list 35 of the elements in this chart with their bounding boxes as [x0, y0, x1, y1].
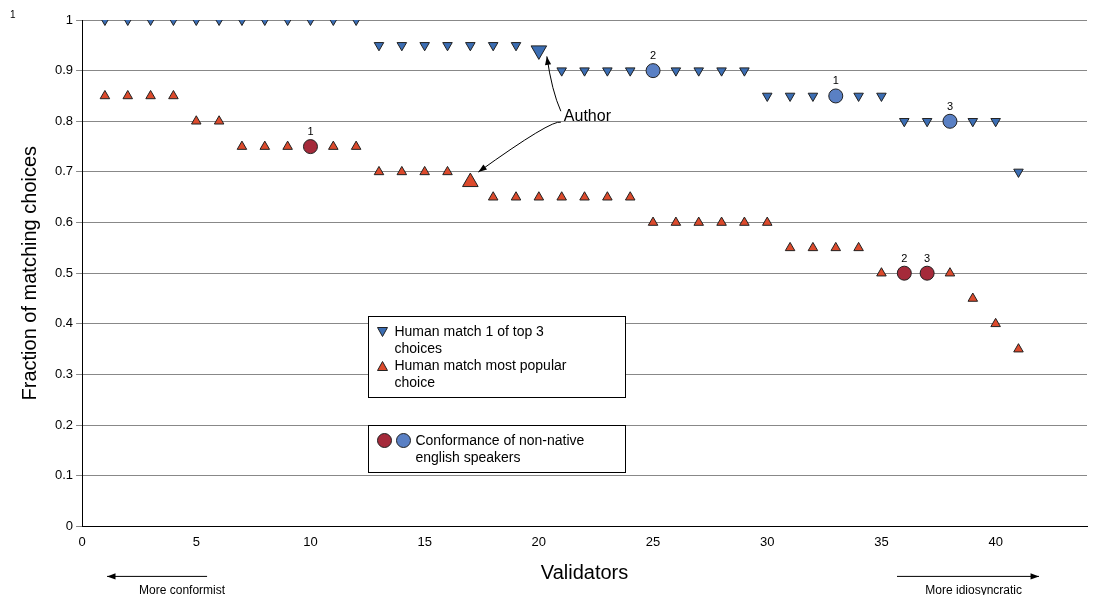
annotation: Author: [563, 106, 612, 124]
annotation: 2: [649, 49, 657, 62]
annotation: 3: [924, 251, 931, 264]
y-tick-label: 0.8: [54, 112, 74, 128]
x-tick-label: 0: [78, 533, 86, 549]
text: More conformist: [139, 582, 226, 597]
y-tick-label: 0.6: [54, 214, 74, 230]
y-tick-label: 0.2: [54, 416, 74, 432]
legend-label: Conformance of non-native english speakers: [415, 432, 586, 467]
y-tick-label: 0.4: [54, 315, 74, 331]
y-tick-label: 0.3: [54, 366, 74, 382]
x-tick-label: 15: [417, 533, 432, 549]
text: 1: [10, 8, 16, 20]
annotation: 1: [832, 74, 839, 87]
y-tick-label: 0.1: [54, 467, 74, 483]
y-tick-label: 1: [65, 11, 74, 27]
legend-label: Human match 1 of top 3 choices: [394, 323, 545, 358]
x-tick-label: 5: [192, 533, 200, 549]
y-axis-title: Fraction of matching choices: [17, 145, 40, 401]
annotation: 1: [307, 125, 314, 138]
x-tick-label: 30: [760, 533, 775, 549]
annotation: 2: [901, 251, 908, 264]
y-tick-label: 0: [65, 517, 74, 533]
x-tick-label: 20: [531, 533, 547, 549]
x-tick-label: 10: [303, 533, 318, 549]
y-tick-label: 0.5: [54, 264, 74, 280]
x-tick-label: 25: [645, 533, 661, 549]
y-tick-label: 0.9: [54, 62, 74, 78]
legend: Conformance of non-native english speakers: [368, 425, 627, 474]
y-tick-label: 0.7: [54, 163, 74, 179]
x-axis-title: Validators: [540, 560, 629, 583]
annotation: 3: [946, 99, 954, 112]
legend-label: Human match most popular choice: [394, 357, 568, 392]
x-tick-label: 40: [988, 533, 1003, 549]
x-tick-label: 35: [874, 533, 889, 549]
